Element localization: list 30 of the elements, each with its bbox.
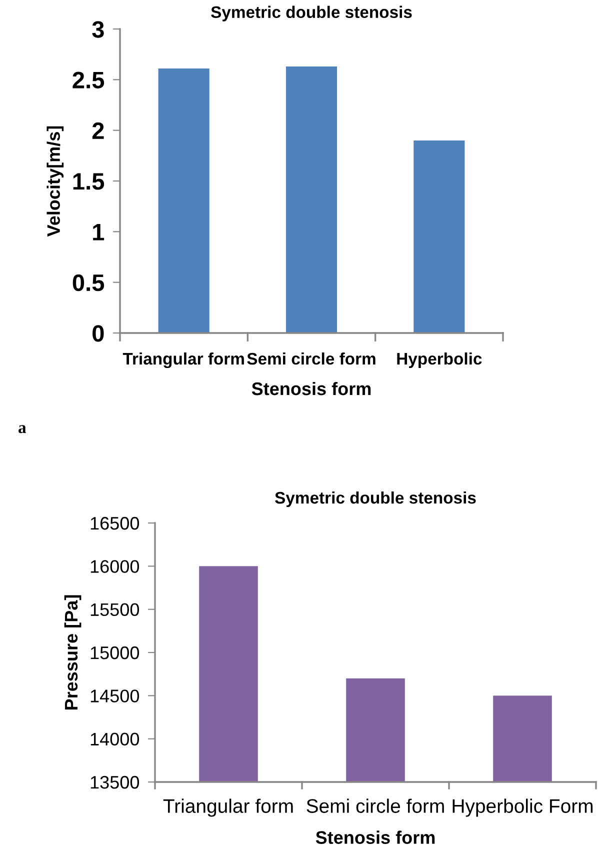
y-tick-label: 2 xyxy=(92,122,104,139)
y-tick-label: 0 xyxy=(92,325,104,342)
x-axis-title: Stenosis form xyxy=(316,830,435,844)
x-axis-title: Stenosis form xyxy=(252,382,371,396)
y-tick-label: 15000 xyxy=(90,646,140,660)
x-tick-label: Semi circle form xyxy=(247,352,376,365)
x-tick-label: Triangular form xyxy=(122,352,244,368)
y-tick-label: 0.5 xyxy=(72,274,104,292)
y-tick-label: 14500 xyxy=(90,690,140,702)
y-tick-label: 1.5 xyxy=(73,173,104,190)
x-tick-label: Triangular form xyxy=(163,798,293,817)
x-tick-label: Hyperbolic Form xyxy=(452,798,593,817)
y-tick-label: 15500 xyxy=(90,603,140,616)
x-tick-label: Hyperbolic xyxy=(397,352,482,368)
text: a xyxy=(18,425,26,434)
bar xyxy=(286,66,338,333)
bar xyxy=(414,140,465,333)
y-tick-label: 1 xyxy=(93,224,104,240)
y-tick-label: 3 xyxy=(92,21,104,38)
bar xyxy=(158,68,210,333)
y-tick-label: 14000 xyxy=(90,732,140,746)
y-tick-label: 2.5 xyxy=(72,72,104,88)
y-axis-title: Pressure [Pa] xyxy=(64,595,82,710)
x-tick-label: Semi circle form xyxy=(306,798,444,813)
chart-title: Symetric double stenosis xyxy=(211,6,412,22)
y-tick-label: 16000 xyxy=(90,560,140,573)
y-tick-label: 13500 xyxy=(90,776,140,789)
y-axis-title: Velocity[m/s] xyxy=(46,126,64,237)
y-tick-label: 16500 xyxy=(90,516,140,530)
chart-title: Symetric double stenosis xyxy=(275,491,476,508)
